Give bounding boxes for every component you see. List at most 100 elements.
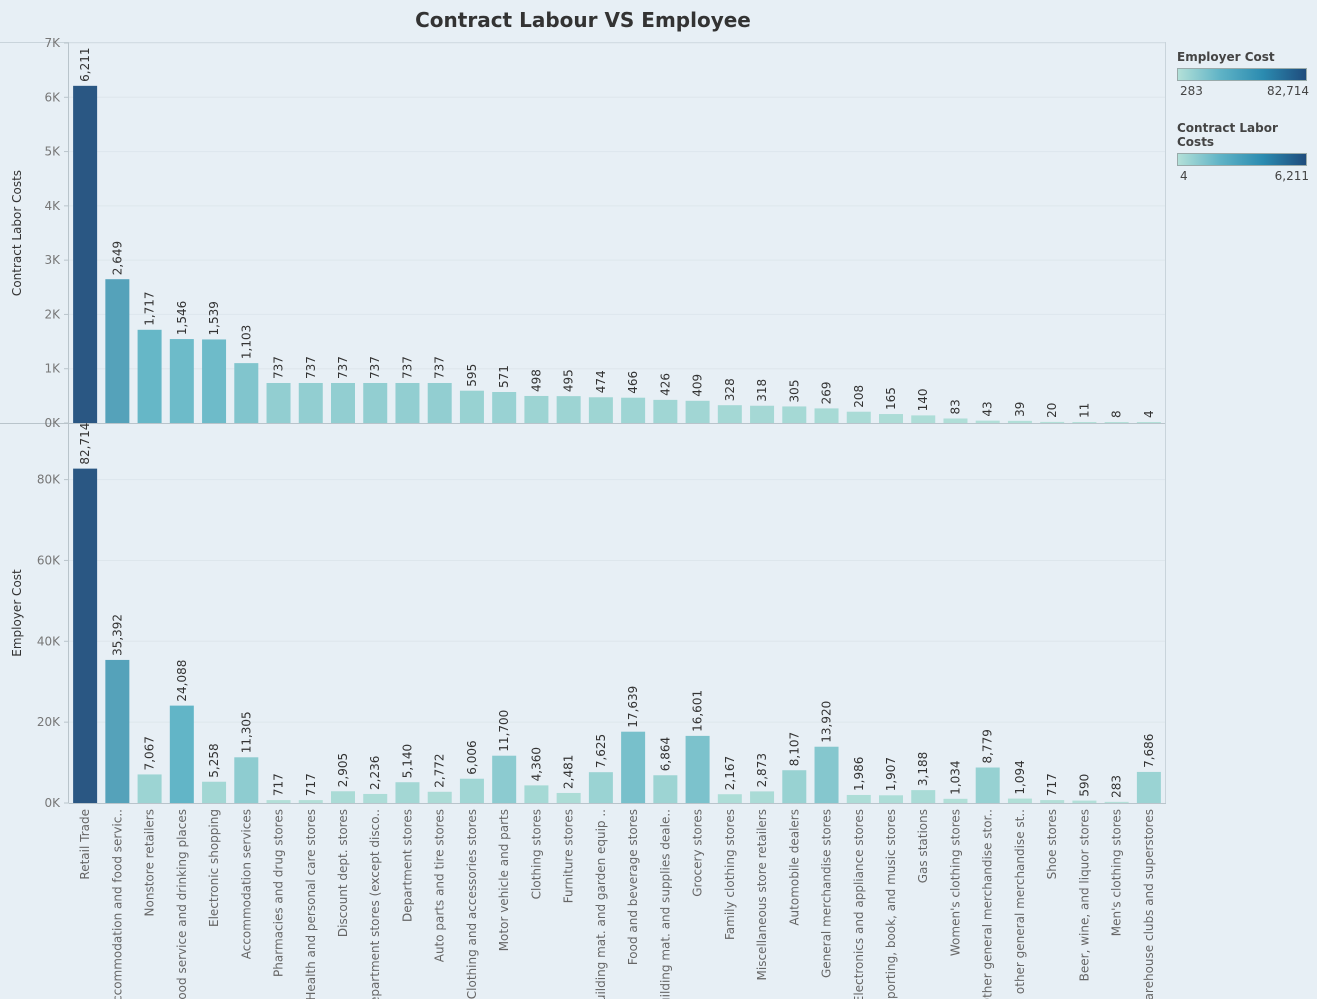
x-tick-label: Accommodation services xyxy=(239,809,253,959)
bar xyxy=(1072,800,1097,803)
data-label: 737 xyxy=(433,356,447,379)
legend-min: 4 xyxy=(1180,169,1188,183)
bar xyxy=(331,382,355,423)
bar xyxy=(395,782,420,803)
data-label: 140 xyxy=(916,388,930,411)
bar xyxy=(685,735,710,803)
legend-max: 82,714 xyxy=(1267,84,1309,98)
bar xyxy=(395,382,420,423)
data-label: 82,714 xyxy=(78,423,92,465)
x-tick-label: Accommodation and food servic.. xyxy=(110,809,124,999)
data-label: 11,305 xyxy=(239,711,253,753)
y-axis-title: Employer Cost xyxy=(10,569,24,657)
bar xyxy=(1040,421,1065,423)
x-tick-label: Beer, wine, and liquor stores xyxy=(1077,809,1091,981)
bar xyxy=(202,339,227,423)
y-tick-label: 80K xyxy=(37,473,61,487)
data-label: 590 xyxy=(1077,774,1091,797)
x-tick-label: Men's clothing stores xyxy=(1110,809,1124,936)
bar xyxy=(427,791,452,803)
bar xyxy=(621,731,646,803)
bar xyxy=(653,775,678,803)
bar xyxy=(911,790,936,803)
y-tick-label: 40K xyxy=(37,634,61,648)
data-label: 2,649 xyxy=(110,241,124,275)
data-label: 35,392 xyxy=(110,614,124,656)
bar xyxy=(943,798,968,803)
legend-title: Employer Cost xyxy=(1177,50,1275,64)
data-label: 8,107 xyxy=(787,732,801,766)
bar xyxy=(621,397,646,423)
data-label: 737 xyxy=(400,356,414,379)
bar xyxy=(363,382,388,423)
data-label: 8 xyxy=(1110,410,1124,418)
bar xyxy=(266,382,291,423)
bar xyxy=(814,408,839,423)
bar xyxy=(524,785,549,803)
bar xyxy=(137,774,162,803)
data-label: 83 xyxy=(948,399,962,414)
data-label: 717 xyxy=(304,773,318,796)
x-tick-label: Building mat. and garden equip .. xyxy=(594,809,608,999)
chart-title: Contract Labour VS Employee xyxy=(415,8,751,32)
data-label: 4,360 xyxy=(529,747,543,781)
data-label: 5,258 xyxy=(207,743,221,777)
data-label: 717 xyxy=(1045,773,1059,796)
bar xyxy=(556,396,581,423)
bar xyxy=(169,705,194,803)
bar xyxy=(169,339,194,423)
data-label: 6,864 xyxy=(658,737,672,771)
x-tick-label: Warehouse clubs and superstores xyxy=(1142,809,1156,999)
x-tick-label: General merchandise stores xyxy=(820,809,834,978)
data-label: 8,779 xyxy=(981,729,995,763)
y-tick-label: 6K xyxy=(44,90,61,104)
x-tick-label: Other general merchandise stor.. xyxy=(981,809,995,999)
data-label: 16,601 xyxy=(691,690,705,732)
x-tick-label: Clothing and accessories stores xyxy=(465,809,479,999)
data-label: 283 xyxy=(1110,775,1124,798)
y-tick-label: 60K xyxy=(37,553,61,567)
data-label: 426 xyxy=(658,373,672,396)
data-label: 2,905 xyxy=(336,753,350,787)
x-tick-label: Family clothing stores xyxy=(723,809,737,940)
data-label: 39 xyxy=(1013,402,1027,417)
color-scale-bar xyxy=(1177,153,1307,166)
bar xyxy=(653,399,678,423)
data-label: 328 xyxy=(723,378,737,401)
x-tick-label: Nonstore retailers xyxy=(143,809,157,916)
data-label: 2,772 xyxy=(433,753,447,787)
x-tick-label: Grocery stores xyxy=(691,809,705,897)
bar xyxy=(234,363,259,423)
x-tick-label: Motor vehicle and parts xyxy=(497,809,511,951)
bar xyxy=(298,382,323,423)
data-label: 495 xyxy=(562,369,576,392)
bar xyxy=(1136,771,1161,803)
bar xyxy=(782,406,807,423)
y-tick-label: 1K xyxy=(44,362,61,376)
bar xyxy=(846,794,871,803)
bar-chart: 0K 1K 2K 3K 4K 5K 6K 7K Contract Labor Costs 6,21… xyxy=(0,36,1166,999)
bar xyxy=(331,791,355,803)
bar xyxy=(814,746,839,803)
data-label: 571 xyxy=(497,365,511,388)
y-tick-label: 7K xyxy=(44,36,61,50)
data-label: 11,700 xyxy=(497,710,511,752)
bar xyxy=(105,659,130,803)
data-label: 1,539 xyxy=(207,301,221,335)
data-label: 1,094 xyxy=(1013,760,1027,794)
bar xyxy=(427,382,452,423)
data-label: 737 xyxy=(368,356,382,379)
data-label: 1,034 xyxy=(948,760,962,794)
legend-title: Contract Labor Costs xyxy=(1177,121,1278,149)
bar xyxy=(588,772,613,803)
data-label: 1,907 xyxy=(884,757,898,791)
bar xyxy=(556,792,581,803)
bar xyxy=(266,800,291,803)
bar xyxy=(750,405,775,423)
x-tick-label: Miscellaneous store retailers xyxy=(755,809,769,980)
data-label: 20 xyxy=(1045,403,1059,418)
bar xyxy=(685,400,710,423)
data-label: 269 xyxy=(820,381,834,404)
bar xyxy=(911,415,936,423)
x-tick-label: Auto parts and tire stores xyxy=(433,809,447,962)
